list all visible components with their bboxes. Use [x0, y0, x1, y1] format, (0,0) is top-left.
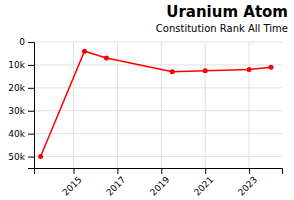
grid-line-y	[34, 87, 282, 88]
x-tick-mark	[249, 168, 250, 174]
y-tick: 0	[19, 37, 34, 47]
x-tick: 2021	[192, 168, 215, 198]
x-tick: 2017	[104, 168, 127, 198]
y-tick-label: 30k	[8, 106, 25, 116]
y-tick: 30k	[8, 106, 34, 116]
y-tick-label: 20k	[8, 83, 25, 93]
y-axis-line	[28, 43, 35, 169]
x-tick-mark	[74, 168, 75, 174]
y-tick: 50k	[8, 152, 34, 162]
title: Uranium Atom	[166, 3, 288, 21]
series	[38, 49, 273, 159]
x-tick: 2015	[60, 168, 83, 198]
grid-line-x	[205, 42, 206, 168]
y-tick: 40k	[8, 129, 34, 139]
point	[203, 68, 208, 73]
subtitle: Constitution Rank All Time	[156, 23, 288, 34]
x-tick: 2023	[236, 168, 259, 198]
point	[170, 69, 175, 74]
grid-line-y	[34, 133, 282, 134]
x-axis: 2015 2017 2019 2021 2023	[35, 168, 283, 198]
x-tick-label: 2019	[148, 174, 171, 197]
grid-line-x	[73, 42, 74, 168]
y-tick-label: 50k	[8, 152, 25, 162]
grid-line-y	[34, 156, 282, 157]
point	[38, 154, 43, 159]
x-tick-label: 2015	[60, 174, 83, 197]
y-tick-mark	[28, 88, 34, 89]
point	[247, 67, 252, 72]
x-tick-label: 2023	[236, 174, 259, 197]
y-tick-label: 40k	[8, 129, 25, 139]
y-tick-mark	[28, 157, 34, 158]
y-tick: 20k	[8, 83, 34, 93]
grid-line-y	[34, 64, 282, 65]
grid-line-x	[161, 42, 162, 168]
x-tick-mark	[161, 168, 162, 174]
y-tick-label: 10k	[8, 60, 25, 70]
x-tick-label: 2021	[192, 174, 215, 197]
grid	[34, 42, 282, 168]
x-tick: 2019	[148, 168, 171, 198]
y-tick: 10k	[8, 60, 34, 70]
y-tick-label: 0	[19, 37, 25, 47]
grid-line-x	[249, 42, 250, 168]
y-axis: 0 10k 20k 30k 40k 50k	[8, 37, 34, 168]
line	[41, 51, 271, 156]
point	[269, 65, 274, 70]
y-tick-mark	[28, 65, 34, 66]
grid-line-y	[34, 110, 282, 111]
plot: 2015 2017 2019 2021 2023 0 10k 20k 30k 40k 50k	[8, 37, 282, 197]
grid-line-y	[34, 42, 282, 43]
chart: Uranium Atom Constitution Rank All Time 20…	[0, 0, 294, 200]
x-tick-label: 2017	[104, 174, 127, 197]
x-tick-mark	[117, 168, 118, 174]
y-tick-mark	[28, 134, 34, 135]
point	[104, 56, 109, 61]
x-axis-line	[35, 169, 283, 175]
point	[82, 49, 87, 54]
x-tick-mark	[205, 168, 206, 174]
y-tick-mark	[28, 42, 34, 43]
y-tick-mark	[28, 111, 34, 112]
